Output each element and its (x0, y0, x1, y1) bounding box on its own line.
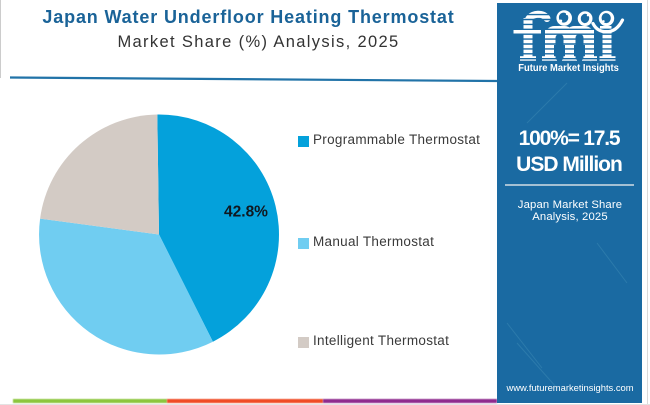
svg-text:Future Market Insights: Future Market Insights (518, 63, 619, 74)
svg-text:42.8%: 42.8% (224, 204, 268, 221)
